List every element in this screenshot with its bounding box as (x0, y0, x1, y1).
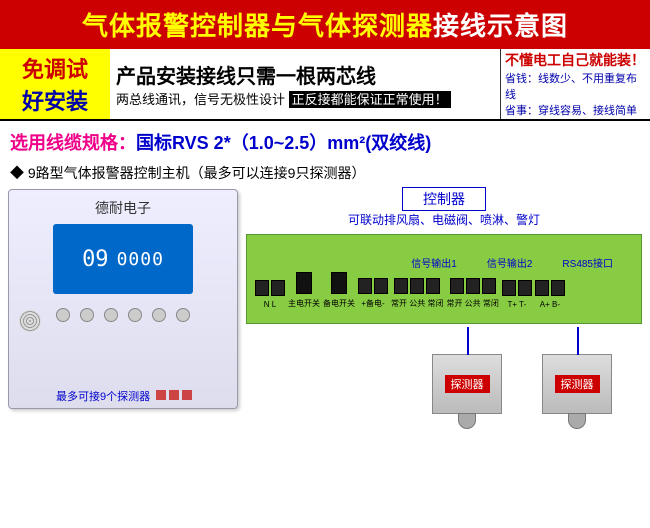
right-box: 不懂电工自己就能装！ 省钱：线数少、不用重复布线 省事：穿线容易、接线简单 (500, 49, 650, 119)
detector: 探测器 (542, 354, 612, 414)
terminal-block (331, 272, 347, 294)
probe-icon (568, 413, 586, 429)
terminal-sublabel: 备电开关 (323, 298, 355, 309)
cable-value: 国标RVS 2*（1.0~2.5）mm²(双绞线) (136, 133, 431, 153)
speaker-icon (19, 310, 41, 332)
terminal-icon (426, 278, 440, 294)
terminal-sublabel: A+ B- (540, 300, 560, 309)
badge-line2: 好安装 (22, 84, 88, 116)
switch-icon (331, 272, 347, 294)
screen-val1: 09 (82, 247, 109, 272)
terminal-icon (502, 280, 516, 296)
terminal-icon (551, 280, 565, 296)
probe-icon (458, 413, 476, 429)
mid-sub-b: 正反接都能保证正常使用！ (289, 91, 451, 108)
ctrl-subtitle: 可联动排风扇、电磁阀、喷淋、警灯 (246, 211, 642, 228)
detector-label: 探测器 (445, 375, 490, 393)
terminal-icon (374, 278, 388, 294)
red-square-icon (182, 390, 192, 400)
badge-left: 免调试 好安装 (0, 49, 110, 119)
terminal-sublabel: 常开 公共 常闭 (391, 298, 443, 309)
device-btn (104, 308, 118, 322)
terminal-icon (410, 278, 424, 294)
controller-panel-wrap: 控制器 可联动排风扇、电磁阀、喷淋、警灯 信号输出1 信号输出2 RS485接口… (246, 189, 642, 414)
detector-label: 探测器 (555, 375, 600, 393)
terminal-icon (394, 278, 408, 294)
mid-sub-a: 两总线通讯，信号无极性设计 (116, 92, 289, 107)
right-line1: 不懂电工自己就能装！ (505, 50, 646, 70)
terminal-group: 常开 公共 常闭 (391, 278, 443, 309)
terminal-group: +备电- (358, 278, 388, 309)
top-labels: 信号输出1 信号输出2 RS485接口 (255, 255, 633, 270)
cable-spec: 选用线缆规格：国标RVS 2*（1.0~2.5）mm²(双绞线) (0, 121, 650, 163)
subtitle: 9路型气体报警器控制主机（最多可以连接9只探测器） (0, 163, 650, 189)
controller-device: 德耐电子 09 0000 (8, 189, 238, 409)
red-square-icon (156, 390, 166, 400)
device-btn (80, 308, 94, 322)
terminal-block (358, 278, 388, 294)
top-label: 信号输出2 (487, 255, 533, 270)
terminal-icon (535, 280, 549, 296)
device-buttons (17, 308, 229, 322)
device-btn (152, 308, 166, 322)
terminal-block (502, 280, 532, 296)
device-btn (56, 308, 70, 322)
top-label: RS485接口 (562, 255, 613, 270)
screen-val2: 0000 (117, 249, 164, 270)
device-screen: 09 0000 (53, 224, 193, 294)
terminal-group: T+ T- (502, 280, 532, 309)
max-note: 最多可接9个探测器 (56, 388, 192, 404)
detector: 探测器 (432, 354, 502, 414)
top-label: 信号输出1 (411, 255, 457, 270)
terminal-sublabel: T+ T- (508, 300, 527, 309)
right-line2: 省钱：线数少、不用重复布线 (505, 70, 646, 102)
terminal-group: N L (255, 280, 285, 309)
mid-box: 产品安装接线只需一根两芯线 两总线通讯，信号无极性设计 正反接都能保证正常使用！ (110, 49, 500, 119)
device-brand: 德耐电子 (17, 198, 229, 218)
badge-line1: 免调试 (22, 52, 88, 84)
mid-title: 产品安装接线只需一根两芯线 (116, 60, 494, 89)
terminal-sublabel: +备电- (361, 298, 384, 309)
terminal-sublabel: 常开 公共 常闭 (446, 298, 498, 309)
main-diagram: 德耐电子 09 0000 控制器 可联动排风扇、电磁阀、喷淋、警灯 信号输出1 … (0, 189, 650, 414)
ctrl-title: 控制器 (402, 187, 486, 211)
terminal-sublabel: 主电开关 (288, 298, 320, 309)
terminal-group: 主电开关 (288, 272, 320, 309)
terminal-block (296, 272, 312, 294)
terminal-icon (466, 278, 480, 294)
terminal-group: 备电开关 (323, 272, 355, 309)
terminal-block (394, 278, 440, 294)
terminal-icon (271, 280, 285, 296)
terminal-block (450, 278, 496, 294)
header-text-1: 气体报警控制器与气体探测器 (82, 11, 433, 41)
terminal-icon (358, 278, 372, 294)
mid-sub: 两总线通讯，信号无极性设计 正反接都能保证正常使用！ (116, 89, 494, 108)
max-note-text: 最多可接9个探测器 (56, 391, 150, 403)
switch-icon (296, 272, 312, 294)
red-square-icon (169, 390, 179, 400)
terminals-row: N L 主电开关备电开关 +备电- 常开 公共 常闭常开 公共 常闭 T+ T- A+ B… (255, 272, 633, 309)
header-text-2: 接线示意图 (433, 11, 568, 41)
terminal-icon (450, 278, 464, 294)
device-btn (128, 308, 142, 322)
terminal-icon (518, 280, 532, 296)
cable-label: 选用线缆规格： (10, 133, 136, 153)
terminal-icon (482, 278, 496, 294)
info-row: 免调试 好安装 产品安装接线只需一根两芯线 两总线通讯，信号无极性设计 正反接都… (0, 49, 650, 121)
terminal-sublabel: N L (264, 300, 276, 309)
right-line3: 省事：穿线容易、接线简单 (505, 102, 646, 118)
terminal-panel: 信号输出1 信号输出2 RS485接口 N L 主电开关备电开关 +备电- 常开 公共… (246, 234, 642, 324)
terminal-block (255, 280, 285, 296)
header-banner: 气体报警控制器与气体探测器接线示意图 (0, 0, 650, 49)
terminal-group: 常开 公共 常闭 (446, 278, 498, 309)
terminal-icon (255, 280, 269, 296)
device-btn (176, 308, 190, 322)
sensors-row: 最多可接9个探测器 探测器 探测器 (246, 354, 642, 414)
terminal-group: A+ B- (535, 280, 565, 309)
terminal-block (535, 280, 565, 296)
